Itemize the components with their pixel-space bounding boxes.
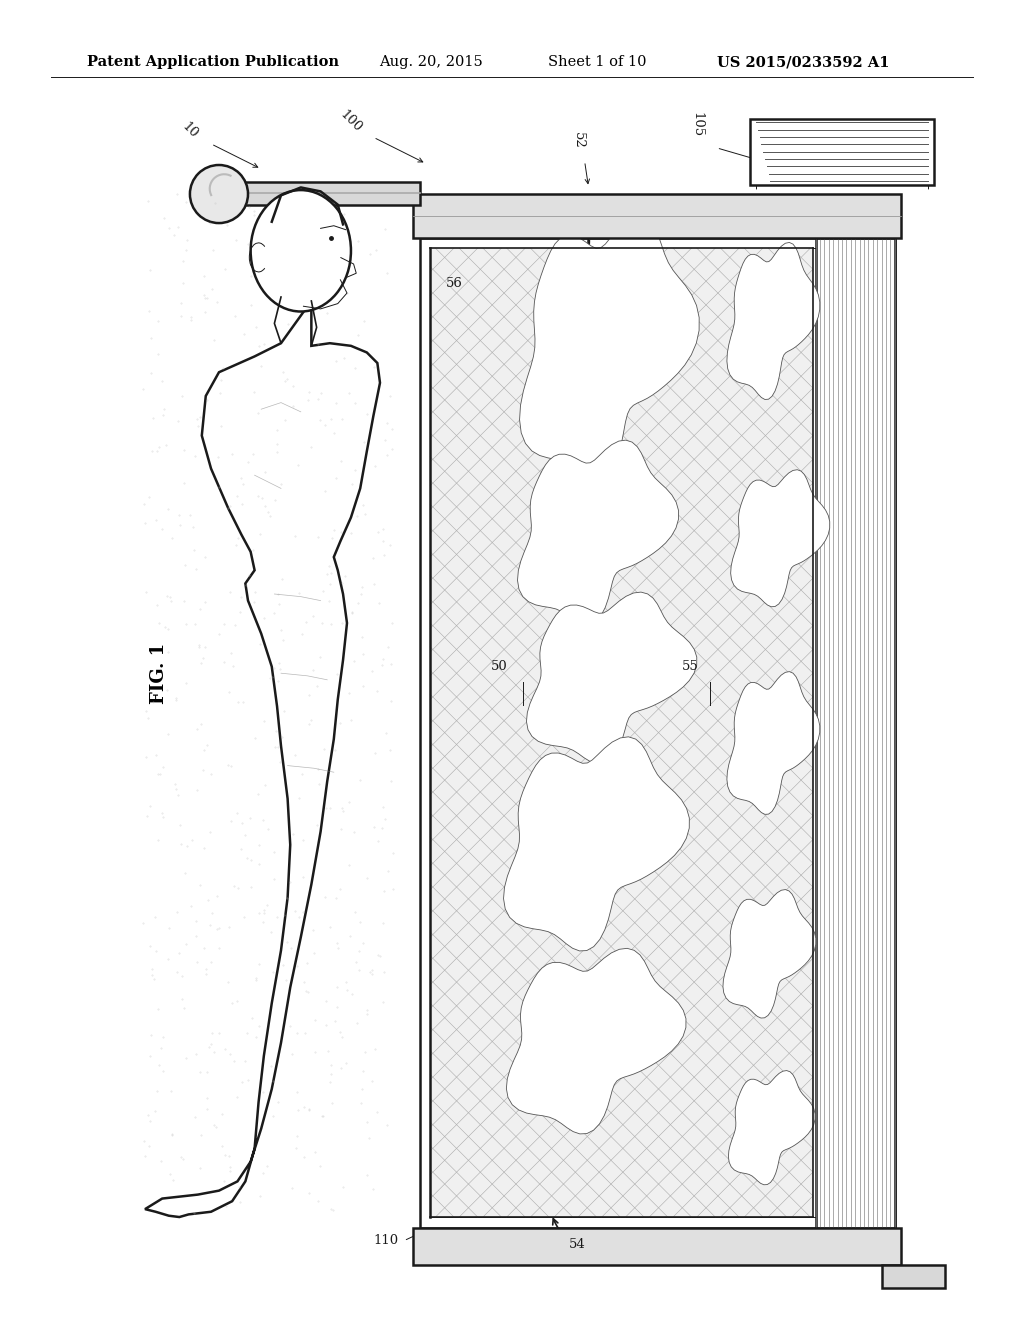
Ellipse shape bbox=[251, 190, 351, 312]
Polygon shape bbox=[145, 301, 380, 1217]
Text: 100: 100 bbox=[338, 108, 365, 135]
Bar bbox=[413, 1228, 901, 1265]
Polygon shape bbox=[727, 243, 820, 400]
Polygon shape bbox=[727, 672, 820, 814]
Bar bbox=[882, 1265, 945, 1288]
Bar bbox=[750, 119, 934, 185]
Text: FIG. 1: FIG. 1 bbox=[150, 643, 168, 704]
Bar bbox=[815, 238, 895, 1228]
Polygon shape bbox=[526, 593, 696, 763]
Polygon shape bbox=[504, 737, 689, 950]
Text: Aug. 20, 2015: Aug. 20, 2015 bbox=[379, 55, 482, 70]
Text: 110: 110 bbox=[374, 1234, 398, 1247]
Text: 54: 54 bbox=[568, 1238, 586, 1251]
Bar bbox=[430, 248, 885, 1217]
Text: Sheet 1 of 10: Sheet 1 of 10 bbox=[548, 55, 646, 70]
Polygon shape bbox=[723, 890, 816, 1018]
Bar bbox=[420, 238, 895, 1228]
Circle shape bbox=[189, 165, 248, 223]
Text: Patent Application Publication: Patent Application Publication bbox=[87, 55, 339, 70]
Bar bbox=[430, 248, 813, 1217]
Polygon shape bbox=[519, 215, 699, 486]
Polygon shape bbox=[728, 1071, 815, 1185]
Polygon shape bbox=[507, 948, 686, 1134]
Text: 52: 52 bbox=[571, 132, 585, 149]
Bar bbox=[413, 194, 901, 238]
Polygon shape bbox=[517, 440, 679, 626]
Text: 56: 56 bbox=[446, 277, 463, 290]
Text: US 2015/0233592 A1: US 2015/0233592 A1 bbox=[717, 55, 889, 70]
Text: 50: 50 bbox=[490, 660, 507, 673]
Polygon shape bbox=[731, 470, 829, 607]
Bar bbox=[209, 182, 420, 205]
Text: 55: 55 bbox=[682, 660, 698, 673]
Text: 10: 10 bbox=[179, 120, 201, 141]
Text: 105: 105 bbox=[690, 112, 703, 137]
